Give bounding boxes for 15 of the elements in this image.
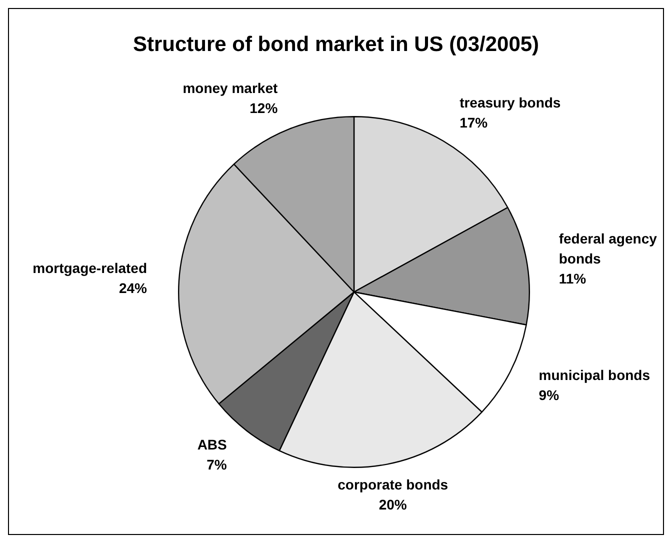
data-label: 24%	[118, 280, 148, 296]
slice-label: federal agency bonds	[558, 230, 658, 266]
slice-label: mortgage-related	[32, 260, 148, 276]
data-label: 7%	[206, 456, 228, 473]
slice-label: money market	[182, 80, 278, 96]
data-label: 11%	[558, 270, 587, 286]
data-label: 20%	[378, 496, 408, 513]
slice-label: ABS	[197, 436, 227, 453]
slice-label: corporate bonds	[338, 476, 448, 493]
chart-title: Structure of bond market in US (03/2005)	[132, 32, 540, 56]
slice-label: municipal bonds	[538, 367, 650, 384]
data-label: 9%	[538, 387, 560, 404]
data-label: 12%	[250, 100, 278, 116]
slice-label: treasury bonds	[460, 94, 561, 110]
data-label: 17%	[460, 114, 488, 130]
